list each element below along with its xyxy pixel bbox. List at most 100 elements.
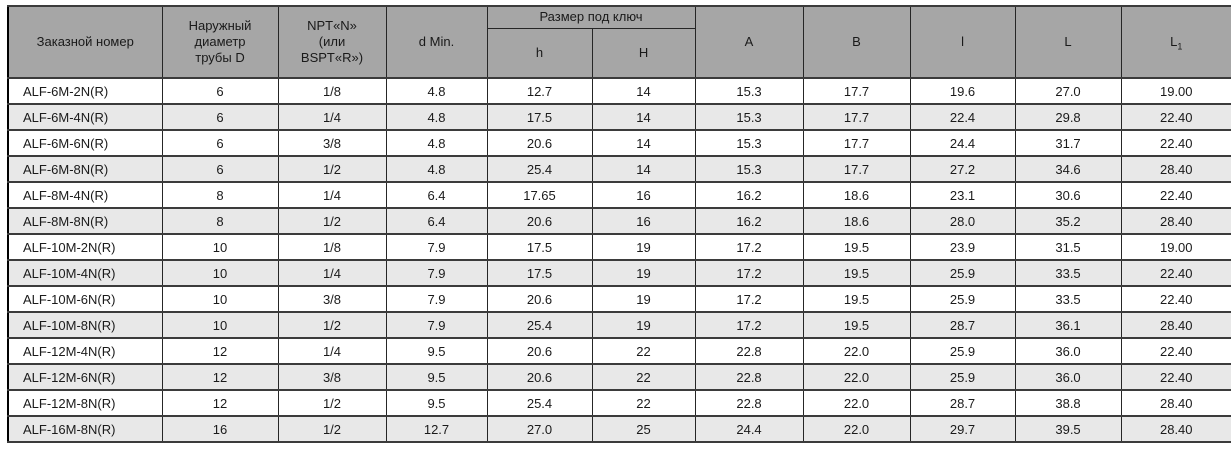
- table-cell: 22.40: [1120, 363, 1231, 391]
- table-cell: 4.8: [385, 77, 488, 105]
- table-cell: 7.9: [385, 285, 488, 313]
- table-cell: 1/2: [277, 415, 387, 443]
- table-cell: 1/4: [277, 103, 387, 131]
- table-cell: 7.9: [385, 233, 488, 261]
- table-cell: 10: [161, 259, 279, 287]
- table-cell: 3/8: [277, 363, 387, 391]
- table-cell: 8: [161, 181, 279, 209]
- table-row: ALF-10M-6N(R) 10 3/8 7.9 20.6 19 17.2 19.5 25.9 3…: [7, 285, 1231, 313]
- table-row: ALF-12M-6N(R) 12 3/8 9.5 20.6 22 22.8 22.0 25.9 3…: [7, 363, 1231, 391]
- table-cell: 22: [591, 337, 696, 365]
- table-cell: 28.40: [1120, 311, 1231, 339]
- table-cell: 36.0: [1014, 363, 1122, 391]
- table-row: ALF-10M-8N(R) 10 1/2 7.9 25.4 19 17.2 19.5 28.7 3…: [7, 311, 1231, 339]
- cell-order-number: ALF-10M-2N(R): [7, 233, 163, 261]
- table-cell: 25.9: [909, 337, 1016, 365]
- table-cell: 35.2: [1014, 207, 1122, 235]
- table-cell: 10: [161, 311, 279, 339]
- table-cell: 14: [591, 103, 696, 131]
- table-cell: 1/4: [277, 259, 387, 287]
- column-header-h-upper: H: [591, 27, 696, 79]
- table-cell: 7.9: [385, 311, 488, 339]
- table-cell: 16: [591, 207, 696, 235]
- cell-order-number: ALF-12M-8N(R): [7, 389, 163, 417]
- table-cell: 12: [161, 337, 279, 365]
- table-cell: 14: [591, 129, 696, 157]
- table-cell: 18.6: [802, 181, 911, 209]
- table-cell: 17.5: [486, 233, 593, 261]
- table-cell: 16: [161, 415, 279, 443]
- table-cell: 22.40: [1120, 129, 1231, 157]
- table-cell: 22.40: [1120, 337, 1231, 365]
- cell-order-number: ALF-10M-6N(R): [7, 285, 163, 313]
- table-cell: 6: [161, 155, 279, 183]
- table-cell: 1/2: [277, 207, 387, 235]
- table-header: Заказной номер Наружный диаметр трубы D …: [7, 5, 1231, 79]
- table-cell: 4.8: [385, 103, 488, 131]
- table-cell: 6.4: [385, 181, 488, 209]
- table-cell: 22.8: [694, 337, 804, 365]
- table-cell: 25.9: [909, 363, 1016, 391]
- table-cell: 17.5: [486, 259, 593, 287]
- l1-subscript: 1: [1177, 41, 1183, 52]
- table-cell: 14: [591, 77, 696, 105]
- table-cell: 31.5: [1014, 233, 1122, 261]
- table-cell: 3/8: [277, 129, 387, 157]
- table-cell: 10: [161, 285, 279, 313]
- table-cell: 22.40: [1120, 285, 1231, 313]
- table-cell: 17.7: [802, 103, 911, 131]
- table-cell: 19.00: [1120, 233, 1231, 261]
- table-cell: 22.40: [1120, 259, 1231, 287]
- table-cell: 4.8: [385, 129, 488, 157]
- table-cell: 22.0: [802, 337, 911, 365]
- table-cell: 7.9: [385, 259, 488, 287]
- table-cell: 24.4: [694, 415, 804, 443]
- cell-order-number: ALF-12M-6N(R): [7, 363, 163, 391]
- table-cell: 22: [591, 363, 696, 391]
- table-cell: 6: [161, 129, 279, 157]
- table-cell: 25: [591, 415, 696, 443]
- table-cell: 1/8: [277, 77, 387, 105]
- column-header-d-min: d Min.: [385, 5, 488, 79]
- table-cell: 29.8: [1014, 103, 1122, 131]
- column-header-l1: L1: [1120, 5, 1231, 79]
- table-cell: 19: [591, 311, 696, 339]
- header-row-sub: h H: [8, 27, 1231, 79]
- table-row: ALF-12M-4N(R) 12 1/4 9.5 20.6 22 22.8 22.0 25.9 3…: [7, 337, 1231, 365]
- cell-order-number: ALF-10M-4N(R): [7, 259, 163, 287]
- table-cell: 12: [161, 363, 279, 391]
- table-cell: 17.2: [694, 233, 804, 261]
- table-cell: 17.7: [802, 77, 911, 105]
- table-row: ALF-16M-8N(R) 16 1/2 12.7 27.0 25 24.4 22.0 29.7…: [7, 415, 1231, 443]
- table-cell: 27.0: [486, 415, 593, 443]
- table-cell: 17.7: [802, 129, 911, 157]
- table-row: ALF-12M-8N(R) 12 1/2 9.5 25.4 22 22.8 22.0 28.7 3…: [7, 389, 1231, 417]
- cell-order-number: ALF-6M-2N(R): [7, 77, 163, 105]
- table-cell: 24.4: [909, 129, 1016, 157]
- table-cell: 19.5: [802, 311, 911, 339]
- table-row: ALF-6M-6N(R) 6 3/8 4.8 20.6 14 15.3 17.7 24.4 31.…: [7, 129, 1231, 157]
- table-cell: 19: [591, 285, 696, 313]
- table-cell: 19.5: [802, 285, 911, 313]
- table-cell: 33.5: [1014, 285, 1122, 313]
- table-cell: 9.5: [385, 337, 488, 365]
- table-cell: 19: [591, 233, 696, 261]
- table-cell: 1/4: [277, 337, 387, 365]
- column-header-outer-diameter: Наружный диаметр трубы D: [161, 5, 279, 79]
- column-header-thread: NPT«N» (или BSPT«R»): [277, 5, 387, 79]
- table-cell: 22.8: [694, 363, 804, 391]
- table-cell: 6: [161, 77, 279, 105]
- table-cell: 3/8: [277, 285, 387, 313]
- table-cell: 17.7: [802, 155, 911, 183]
- table-cell: 17.2: [694, 311, 804, 339]
- table-cell: 1/2: [277, 155, 387, 183]
- table-row: ALF-6M-2N(R) 6 1/8 4.8 12.7 14 15.3 17.7 19.6 27.…: [7, 77, 1231, 105]
- table-cell: 15.3: [694, 77, 804, 105]
- table-cell: 1/4: [277, 181, 387, 209]
- table-cell: 17.2: [694, 259, 804, 287]
- table-body: ALF-6M-2N(R) 6 1/8 4.8 12.7 14 15.3 17.7 19.6 27.…: [7, 77, 1231, 443]
- table-cell: 28.7: [909, 389, 1016, 417]
- table-cell: 17.5: [486, 103, 593, 131]
- fittings-spec-table: Заказной номер Наружный диаметр трубы D …: [7, 5, 1231, 443]
- table-cell: 15.3: [694, 155, 804, 183]
